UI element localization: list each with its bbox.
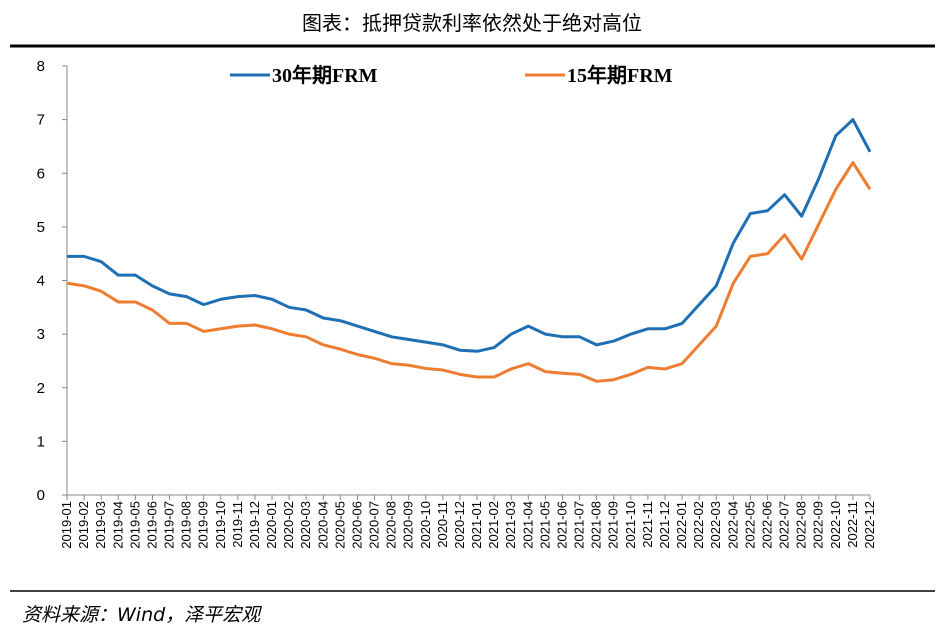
x-tick-label: 2020-02 [281,501,296,549]
x-tick-label: 2021-09 [606,501,621,549]
x-tick-label: 2019-04 [110,501,125,549]
x-tick-label: 2020-11 [435,501,450,548]
y-tick-label: 2 [37,380,45,397]
y-tick-label: 6 [37,165,45,182]
x-tick-label: 2021-07 [572,501,587,549]
x-tick-label: 2022-02 [691,501,706,549]
x-tick-label: 2020-10 [418,501,433,549]
x-tick-label: 2022-10 [828,501,843,549]
x-tick-label: 2020-06 [349,501,364,549]
x-tick-label: 2020-05 [332,501,347,549]
line-series [67,118,872,353]
x-tick-label: 2019-06 [144,501,159,549]
x-tick-label: 2021-06 [554,501,569,549]
x-tick-label: 2022-01 [674,501,689,549]
x-tick-label: 2019-11 [230,501,245,548]
source: 资料来源：Wind，泽平宏观 [22,604,262,626]
x-tick-label: 2019-01 [59,501,74,549]
y-tick-label: 5 [37,219,45,236]
legend-label: 15年期FRM [567,63,673,87]
x-tick-label: 2022-08 [794,501,809,549]
x-tick-label: 2021-08 [589,501,604,549]
x-tick-label: 2019-02 [76,501,91,549]
x-tick-label: 2021-12 [657,501,672,549]
x-tick-label: 2020-01 [264,501,279,549]
x-tick-label: 2022-11 [845,501,860,548]
y-tick-label: 7 [37,112,45,129]
x-tick-label: 2019-12 [247,501,262,549]
x-tick-label: 2019-10 [213,501,228,549]
x-tick-label: 2022-09 [811,501,826,549]
x-tick-label: 2021-02 [486,501,501,549]
line-series [66,161,872,383]
legend-label: 30年期FRM [272,63,378,87]
x-tick-label: 2022-05 [742,501,757,549]
x-tick-label: 2020-08 [384,501,399,549]
x-tick-label: 2020-09 [401,501,416,549]
x-tick-label: 2022-12 [862,501,877,549]
x-tick-label: 2021-04 [520,501,535,549]
x-tick-label: 2020-12 [452,501,467,549]
x-tick-label: 2019-07 [162,501,177,549]
y-tick-label: 8 [37,58,45,75]
x-tick-label: 2021-10 [623,501,638,549]
y-tick-label: 4 [37,273,45,290]
y-tick-label: 3 [37,326,45,343]
x-tick-label: 2022-06 [759,501,774,549]
x-tick-label: 2019-08 [179,501,194,549]
x-tick-label: 2022-03 [708,501,723,549]
x-tick-label: 2021-01 [469,501,484,549]
y-tick-label: 1 [37,433,45,450]
chart-title: 图表：抵押贷款利率依然处于绝对高位 [302,11,642,35]
x-tick-label: 2022-04 [725,501,740,549]
x-tick-label: 2021-11 [640,501,655,548]
x-tick-label: 2021-05 [537,501,552,549]
x-tick-label: 2020-07 [367,501,382,549]
x-tick-label: 2020-03 [298,501,313,549]
y-tick-label: 0 [37,487,45,504]
x-tick-label: 2019-03 [93,501,108,549]
x-tick-label: 2022-07 [777,501,792,549]
x-tick-label: 2021-03 [503,501,518,549]
x-tick-label: 2019-05 [127,501,142,549]
x-tick-label: 2020-04 [315,501,330,549]
x-tick-label: 2019-09 [196,501,211,549]
